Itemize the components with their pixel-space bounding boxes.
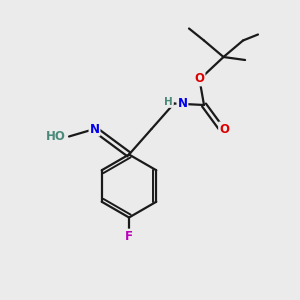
Text: O: O (219, 122, 229, 136)
Text: HO: HO (46, 130, 66, 143)
Text: N: N (89, 122, 100, 136)
Text: N: N (177, 97, 188, 110)
Text: O: O (194, 72, 205, 86)
Text: H: H (164, 97, 173, 107)
Text: F: F (125, 230, 133, 243)
